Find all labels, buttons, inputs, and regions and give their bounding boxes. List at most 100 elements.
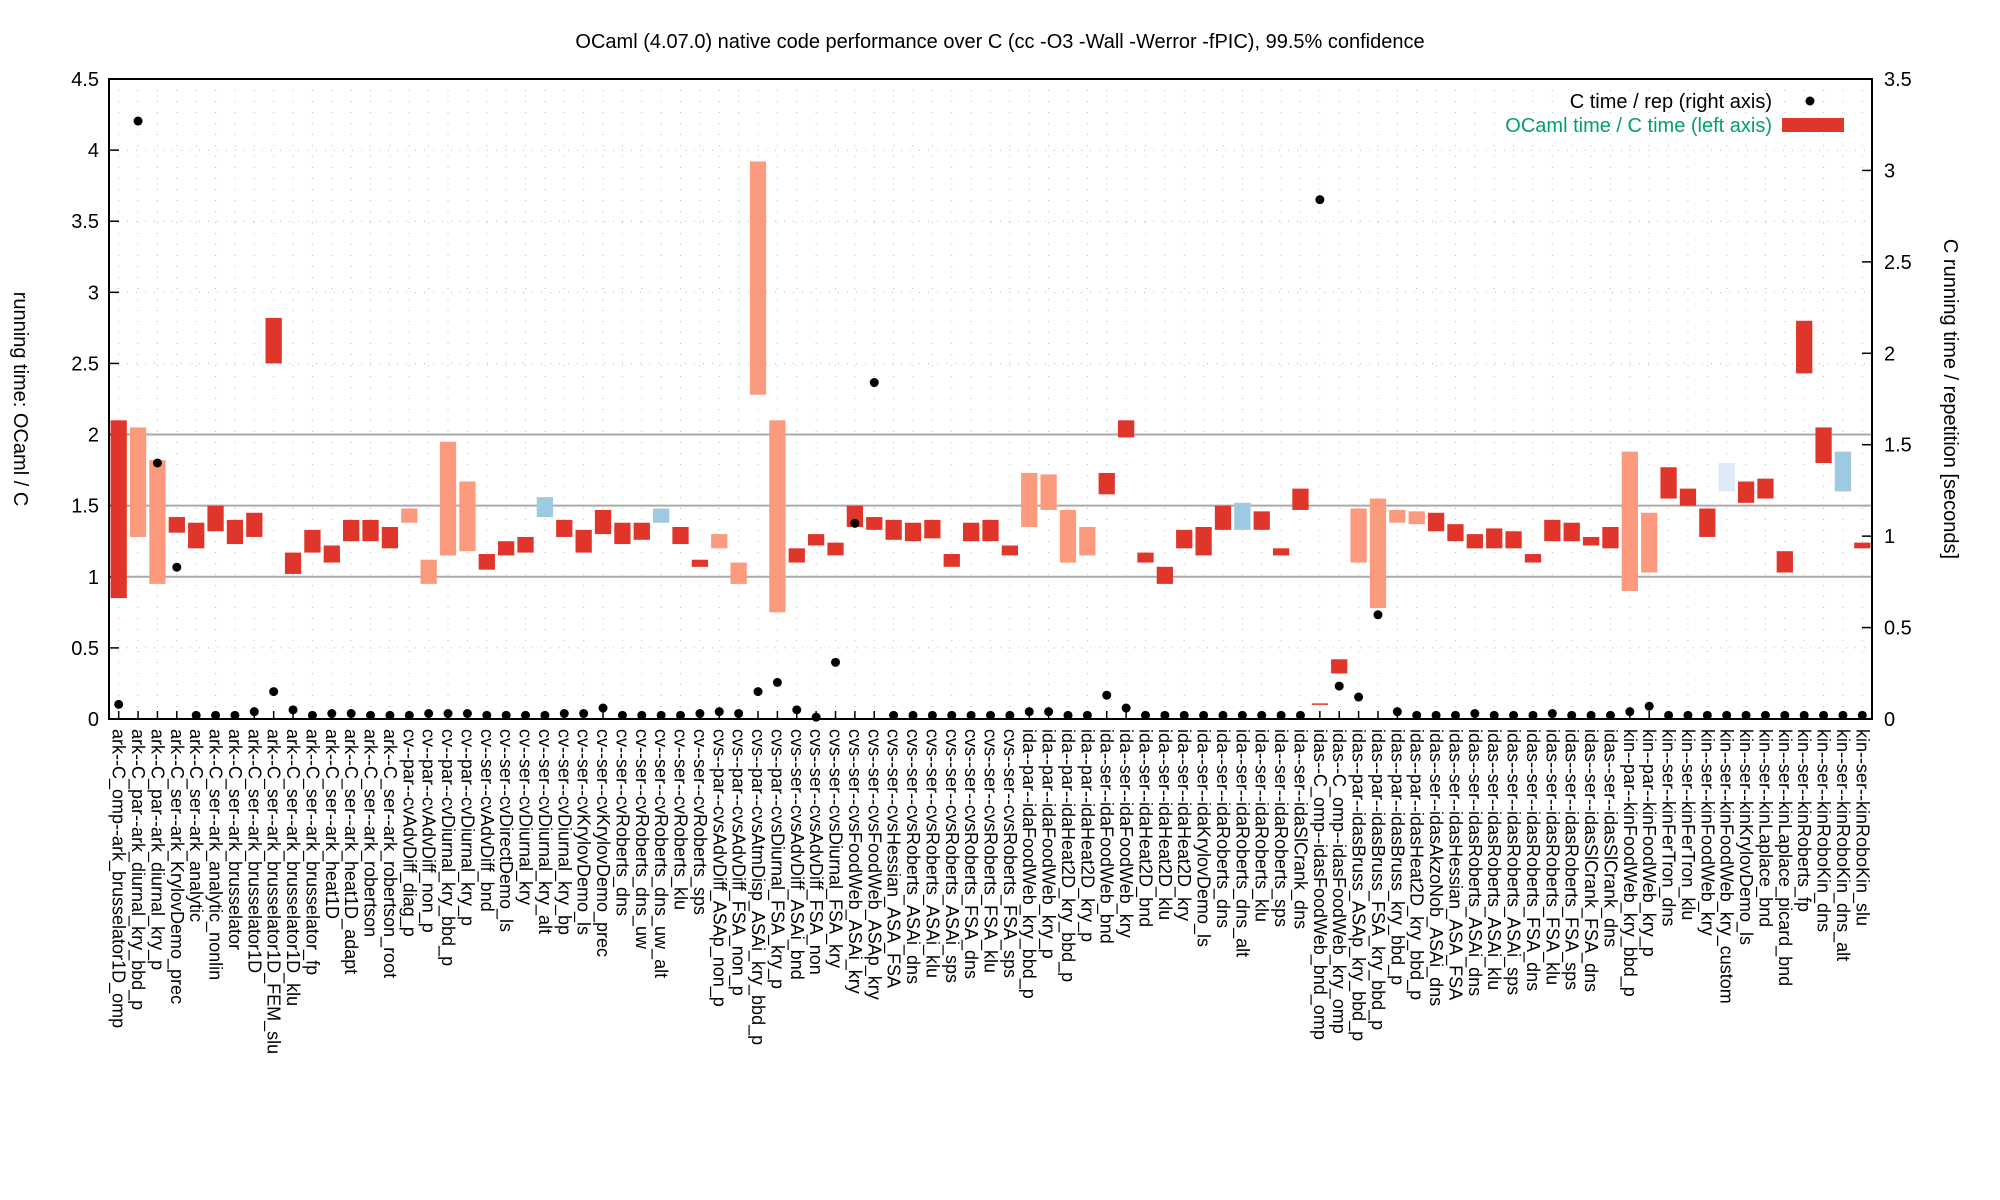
x-tick-label: idas--ser--idasRoberts_ASAi_sps bbox=[1503, 729, 1524, 995]
x-tick-label: ida--ser--idaRoberts_dns bbox=[1212, 729, 1233, 928]
bar bbox=[866, 517, 883, 530]
x-tick-label: idas--C_omp--idasFoodWeb_kry_omp bbox=[1328, 729, 1349, 1034]
x-tick-label: idas--par--idasBruss_ASAp_kry_bbd_p bbox=[1348, 729, 1369, 1041]
bar bbox=[1369, 498, 1387, 609]
dot bbox=[772, 677, 782, 687]
x-tick-label: ida--ser--idaRoberts_sps bbox=[1270, 729, 1291, 927]
bar bbox=[265, 317, 282, 364]
dot bbox=[753, 687, 763, 697]
bar bbox=[401, 508, 418, 523]
x-tick-label: cv--ser--cvRoberts_dns bbox=[611, 729, 632, 916]
bar bbox=[1311, 703, 1328, 705]
bar bbox=[536, 497, 554, 518]
x-tick-label: cvs--ser--cvsAdvDiff_ASAi_bnd bbox=[786, 729, 807, 980]
bar bbox=[1679, 488, 1697, 506]
x-tick-label: cvs--ser--cvsRoberts_FSA_dns bbox=[960, 729, 981, 979]
y2-tick-label: 2.5 bbox=[1884, 252, 1912, 274]
bar bbox=[343, 519, 360, 542]
bar bbox=[904, 522, 922, 542]
legend-label: C time / rep (right axis) bbox=[1570, 91, 1772, 113]
bar bbox=[1699, 508, 1716, 537]
x-tick-label: cvs--par--cvsDiurnal_FSA_kry_p bbox=[766, 729, 787, 989]
dot bbox=[114, 699, 124, 709]
x-tick-label: ark--C_ser--ark_robertson bbox=[360, 729, 381, 937]
bar bbox=[188, 522, 205, 549]
bar bbox=[924, 519, 941, 539]
y-tick-label: 4 bbox=[88, 140, 99, 162]
bar bbox=[1427, 512, 1445, 532]
x-tick-label: cvs--ser--cvsHessian_ASA_FSA bbox=[883, 729, 904, 988]
x-tick-label: ida--ser--idaFoodWeb_bnd bbox=[1096, 729, 1117, 944]
x-tick-label: idas--par--idasBruss_kry_bbd_p bbox=[1386, 729, 1407, 985]
bar bbox=[1563, 522, 1580, 542]
bar bbox=[1176, 529, 1193, 549]
x-tick-label: kin--ser--kinFerTron_dns bbox=[1658, 729, 1679, 926]
x-tick-label: ida--par--idaFoodWeb_kry_bbd_p bbox=[1018, 729, 1039, 999]
bar bbox=[207, 505, 224, 532]
x-tick-label: cv--ser--cvDiurnal_kry_bp bbox=[553, 729, 574, 935]
x-tick-label: idas--ser--idasSlCrank_dns bbox=[1599, 729, 1620, 947]
x-tick-label: idas--ser--idasRoberts_FSA_sps bbox=[1561, 729, 1582, 990]
legend-marker bbox=[1805, 96, 1815, 106]
bar bbox=[575, 529, 592, 553]
x-tick-label: idas--par--idasBruss_FSA_kry_bbd_p bbox=[1367, 729, 1388, 1030]
bar bbox=[1815, 427, 1832, 463]
x-tick-label: cvs--ser--cvsRoberts_FSA_klu bbox=[980, 729, 1001, 973]
dot bbox=[152, 458, 162, 468]
bar bbox=[1641, 512, 1658, 573]
y-tick-label: 2.5 bbox=[71, 353, 99, 375]
x-tick-label: cv--ser--cvKrylovDemo_ls bbox=[573, 729, 594, 935]
bar bbox=[1776, 551, 1793, 573]
dot bbox=[1644, 701, 1654, 711]
bar bbox=[1602, 527, 1619, 549]
bar bbox=[672, 527, 689, 545]
x-tick-label: idas--ser--idasSlCrank_FSA_dns bbox=[1580, 729, 1601, 992]
y2-tick-label: 0.5 bbox=[1884, 618, 1912, 640]
x-tick-label: idas--ser--idasHessian_ASA_FSA bbox=[1444, 729, 1465, 1000]
x-tick-label: kin--ser--kinLaplace_bnd bbox=[1754, 729, 1775, 927]
bar bbox=[517, 536, 534, 553]
dot bbox=[850, 518, 860, 528]
bar bbox=[1718, 463, 1735, 492]
bar bbox=[323, 545, 340, 563]
bar bbox=[1292, 488, 1309, 510]
legend-label: OCaml time / C time (left axis) bbox=[1505, 115, 1772, 137]
dot bbox=[1354, 692, 1364, 702]
bar bbox=[498, 541, 515, 556]
x-tick-label: kin--ser--kinFerTron_klu bbox=[1677, 729, 1698, 920]
bar bbox=[1544, 519, 1561, 542]
bar bbox=[284, 552, 302, 574]
x-tick-label: cvs--ser--cvsRoberts_ASAi_klu bbox=[921, 729, 942, 978]
bar bbox=[1098, 472, 1115, 495]
dot bbox=[269, 687, 279, 697]
x-tick-label: cv--ser--cvRoberts_dns_uw bbox=[631, 729, 652, 950]
x-tick-label: cv--ser--cvRoberts_sps bbox=[689, 729, 710, 915]
x-tick-label: kin--par--kinFoodWeb_kry_p bbox=[1638, 729, 1659, 957]
bar bbox=[1272, 548, 1290, 556]
y-tick-label: 2 bbox=[88, 425, 99, 447]
bar bbox=[110, 420, 127, 599]
x-tick-label: ark--C_ser--ark_brusselator1D bbox=[243, 729, 264, 973]
bar bbox=[478, 554, 495, 570]
x-tick-label: cv--par--cvDiurnal_kry_p bbox=[456, 729, 477, 926]
x-tick-label: ark--C_par--ark_diurnal_kry_bbd_p bbox=[127, 729, 148, 1010]
bar bbox=[962, 522, 980, 542]
x-tick-label: cv--ser--cvKrylovDemo_prec bbox=[592, 729, 613, 957]
x-tick-label: idas--ser--idasRoberts_ASAi_dns bbox=[1464, 729, 1485, 996]
bar bbox=[381, 527, 399, 549]
bar bbox=[943, 554, 960, 567]
x-tick-label: cvs--ser--cvsFoodWeb_ASAi_kry bbox=[844, 729, 865, 994]
x-tick-label: idas--C_omp--idasFoodWeb_bnd_omp bbox=[1309, 729, 1330, 1040]
x-tick-label: cvs--ser--cvsDiurnal_FSA_kry bbox=[825, 729, 846, 968]
dot bbox=[869, 378, 879, 388]
bar bbox=[1137, 552, 1154, 563]
bar bbox=[1834, 451, 1852, 492]
bar bbox=[1582, 536, 1600, 546]
bar bbox=[1737, 481, 1755, 503]
bar bbox=[1214, 505, 1232, 530]
x-tick-label: cv--par--cvDiurnal_kry_bbd_p bbox=[437, 729, 458, 966]
dot bbox=[831, 657, 841, 667]
y2-tick-label: 2 bbox=[1884, 343, 1895, 365]
bar bbox=[1253, 511, 1270, 530]
x-tick-label: idas--ser--idasRoberts_FSA_klu bbox=[1541, 729, 1562, 985]
